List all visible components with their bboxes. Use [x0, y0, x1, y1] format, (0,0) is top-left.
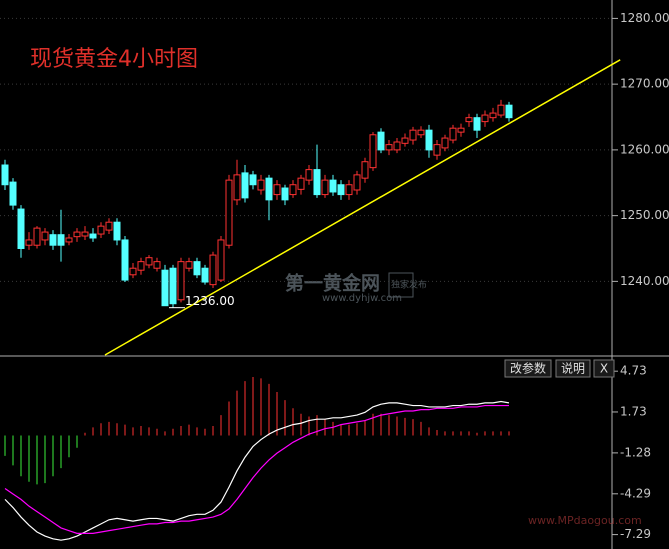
- button-frame: [555, 359, 591, 378]
- candle-body: [393, 141, 401, 151]
- button-label[interactable]: 说明: [561, 361, 585, 376]
- watermark-text: www.MPdaogou.com: [528, 514, 642, 527]
- candle-body: [321, 179, 329, 196]
- candle-body: [305, 169, 313, 181]
- toolbar-button[interactable]: X: [593, 359, 615, 378]
- candle-body: [409, 129, 417, 141]
- candle-body: [113, 221, 121, 241]
- button-label[interactable]: 改参数: [510, 361, 546, 376]
- candle-body: [329, 179, 337, 193]
- candle-body: [217, 239, 225, 281]
- candle-body: [185, 261, 193, 269]
- candle-body: [145, 257, 153, 266]
- candle-body: [273, 184, 281, 196]
- toolbar-button[interactable]: 说明: [555, 359, 591, 378]
- y-tick-label: 1280.00: [620, 11, 669, 25]
- candle-body: [481, 114, 489, 123]
- candle-body: [17, 208, 25, 249]
- chart-title: 现货黄金4小时图: [30, 47, 198, 72]
- watermark-text: 第一黄金网: [285, 272, 380, 295]
- candle-body: [497, 104, 505, 116]
- candle-body: [193, 261, 201, 276]
- watermark-text: 独家发布: [391, 279, 427, 291]
- candle-body: [153, 261, 161, 269]
- candle-body: [257, 179, 265, 191]
- candle-body: [1, 164, 9, 186]
- y-tick-label: 1.73: [620, 404, 647, 418]
- candle-body: [41, 231, 49, 241]
- y-tick-label: -4.29: [620, 486, 651, 500]
- indicator-line: [4, 404, 509, 534]
- y-tick-label: 1250.00: [620, 208, 669, 222]
- candle-body: [49, 234, 57, 246]
- candle-body: [241, 172, 249, 199]
- candle-body: [97, 225, 105, 235]
- candle-body: [377, 131, 385, 151]
- candle-body: [473, 117, 481, 131]
- y-tick-label: 1260.00: [620, 142, 669, 156]
- y-tick-label: 1270.00: [620, 77, 669, 91]
- candle-body: [465, 117, 473, 123]
- candle-body: [121, 239, 129, 281]
- candle-body: [33, 227, 41, 246]
- candle-body: [441, 137, 449, 149]
- candle-body: [105, 221, 113, 231]
- candle-body: [457, 127, 465, 133]
- button-frame: [593, 359, 615, 378]
- candle-body: [297, 177, 305, 190]
- candle-body: [265, 177, 273, 201]
- y-tick-label: -7.29: [620, 527, 651, 541]
- candle-body: [505, 104, 513, 119]
- watermark-box: [388, 272, 414, 298]
- candle-body: [369, 134, 377, 169]
- candle-body: [89, 233, 97, 239]
- candle-body: [161, 269, 169, 307]
- candle-body: [209, 254, 217, 286]
- candle-body: [65, 237, 73, 243]
- watermark-text: www.dyhjw.com: [322, 293, 402, 304]
- candle-body: [425, 129, 433, 151]
- candle-body: [281, 187, 289, 201]
- candle-body: [289, 184, 297, 196]
- annotation: 1236.00: [185, 294, 235, 308]
- candle-body: [73, 231, 81, 238]
- candle-body: [489, 112, 497, 119]
- button-label[interactable]: X: [600, 362, 608, 376]
- y-tick-label: -1.28: [620, 445, 651, 459]
- candle-body: [361, 161, 369, 179]
- candle-body: [433, 144, 441, 156]
- candle-body: [385, 144, 393, 151]
- watermark: 第一黄金网 www.dyhjw.com 独家发布 www.MPdaogou.co…: [285, 272, 642, 528]
- candle-body: [9, 181, 17, 206]
- toolbar-button[interactable]: 改参数: [504, 359, 552, 378]
- candle-body: [337, 184, 345, 196]
- candle-body: [169, 267, 177, 305]
- candle-body: [81, 231, 89, 237]
- candle-body: [129, 267, 137, 276]
- candle-body: [137, 261, 145, 271]
- candle-body: [57, 234, 65, 246]
- candle-body: [449, 127, 457, 141]
- candle-body: [201, 267, 209, 283]
- candle-body: [417, 129, 425, 136]
- candle-body: [345, 184, 353, 196]
- candle-body: [177, 261, 185, 301]
- candle-body: [313, 169, 321, 196]
- candle-body: [353, 174, 361, 191]
- candle-body: [225, 179, 233, 246]
- candle-body: [233, 174, 241, 201]
- candle-body: [401, 137, 409, 144]
- indicator-line: [4, 400, 510, 541]
- candle-body: [25, 239, 33, 246]
- trendline: [104, 59, 621, 356]
- y-tick-label: 4.73: [620, 364, 647, 378]
- y-tick-label: 1240.00: [620, 274, 669, 288]
- button-frame: [504, 359, 552, 378]
- candle-body: [249, 174, 257, 186]
